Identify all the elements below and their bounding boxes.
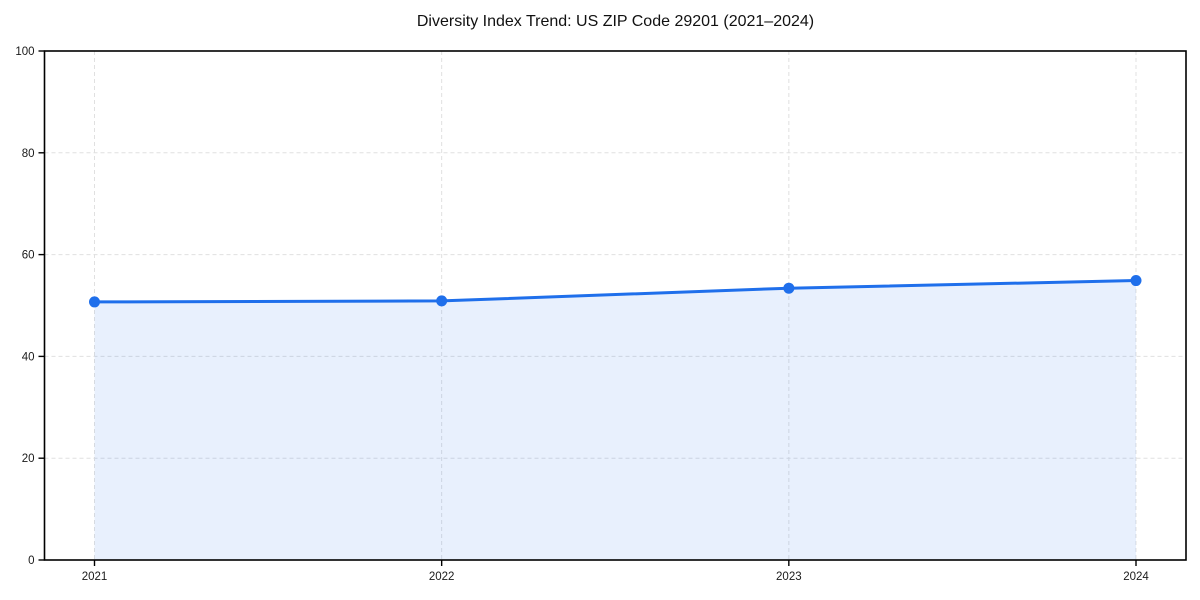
plot-border — [43, 50, 1187, 561]
plot-background — [44, 51, 1186, 560]
data-point-2022 — [436, 295, 448, 307]
y-tick-label: 0 — [28, 555, 34, 567]
data-point-2024 — [1130, 275, 1142, 287]
data-point-2021 — [89, 296, 100, 308]
data-point-2023 — [783, 282, 795, 294]
x-tick-label: 2024 — [1123, 571, 1149, 583]
x-tick-label: 2022 — [429, 571, 455, 583]
trend-line — [93, 279, 1138, 304]
x-tick-label: 2023 — [776, 571, 802, 583]
chart-title: Diversity Index Trend: US ZIP Code 29201… — [416, 13, 815, 30]
x-tick-label: 2021 — [82, 571, 108, 583]
y-tick-label: 80 — [22, 148, 35, 160]
y-tick-label: 40 — [22, 351, 35, 363]
y-tick-label: 100 — [15, 46, 34, 58]
y-tick-label: 20 — [22, 453, 35, 465]
area-fill — [94, 280, 1136, 560]
y-tick-label: 60 — [22, 250, 35, 262]
